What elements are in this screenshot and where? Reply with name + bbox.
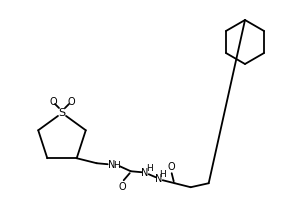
Text: O: O: [168, 162, 176, 172]
Text: O: O: [119, 182, 127, 192]
Text: O: O: [49, 97, 57, 107]
Text: S: S: [58, 108, 66, 118]
Text: N: N: [108, 160, 115, 170]
Text: N: N: [141, 168, 148, 178]
Text: H: H: [159, 170, 166, 179]
Text: H: H: [146, 164, 153, 173]
Text: H: H: [113, 161, 119, 170]
Text: O: O: [67, 97, 75, 107]
Text: N: N: [155, 174, 162, 184]
